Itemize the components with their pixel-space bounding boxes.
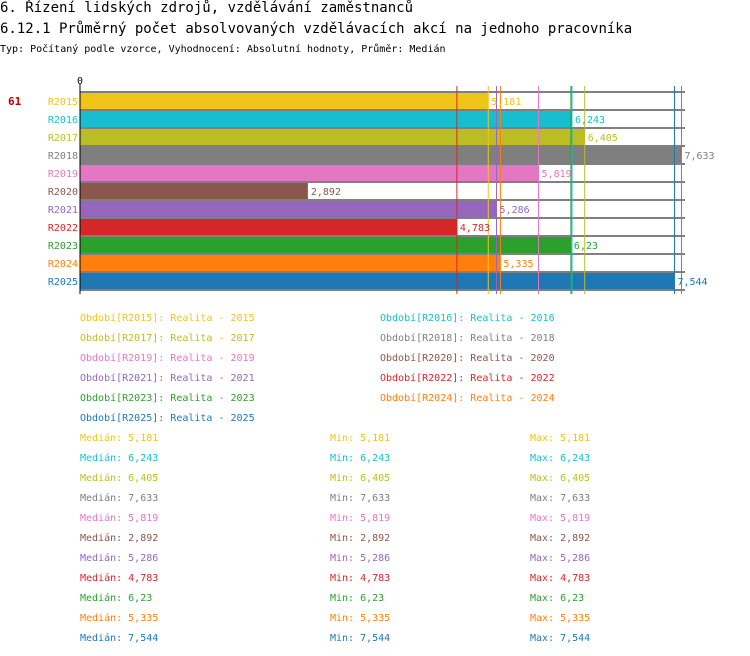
- stat-min: Min: 5,335: [330, 613, 391, 624]
- data-label: 4,783: [460, 223, 490, 234]
- row-marker: 61: [8, 95, 22, 108]
- data-label: 7,544: [677, 277, 707, 288]
- legend-item: Období[R2020]: Realita - 2020: [380, 353, 555, 364]
- chart-title: 6.12.1 Průměrný počet absolvovaných vzdě…: [0, 21, 633, 37]
- stat-min: Min: 6,405: [330, 473, 391, 484]
- data-label: 6,23: [574, 241, 598, 252]
- bar-R2020: [80, 183, 308, 199]
- stat-median: Medián: 6,243: [80, 453, 159, 464]
- stat-min: Min: 6,23: [330, 593, 385, 604]
- stat-median: Medián: 7,544: [80, 633, 159, 644]
- category-label: R2023: [48, 241, 78, 252]
- stat-max: Max: 7,544: [530, 633, 591, 644]
- stat-max: Max: 2,892: [530, 533, 591, 544]
- stat-max: Max: 5,286: [530, 553, 591, 564]
- data-label: 5,819: [542, 169, 572, 180]
- legend-item: Období[R2015]: Realita - 2015: [80, 313, 255, 324]
- bar-R2023: [80, 237, 571, 253]
- legend-item: Období[R2017]: Realita - 2017: [80, 333, 255, 344]
- category-label: R2021: [48, 205, 78, 216]
- stat-max: Max: 6,23: [530, 593, 585, 604]
- stat-min: Min: 2,892: [330, 533, 391, 544]
- stat-max: Max: 7,633: [530, 493, 591, 504]
- chart-type-line: Typ: Počítaný podle vzorce, Vyhodnocení:…: [0, 44, 446, 55]
- legend-item: Období[R2021]: Realita - 2021: [80, 373, 255, 384]
- stat-median: Medián: 5,335: [80, 613, 159, 624]
- category-label: R2020: [48, 187, 78, 198]
- bar-chart: 0 61 R2015 R2016 R2017 R2018 R2019 R2020 R2021 R2…: [8, 76, 715, 294]
- category-label: R2019: [48, 169, 78, 180]
- bar-R2018: [80, 147, 682, 163]
- page-title: 6. Řízení lidských zdrojů, vzdělávání za…: [0, 0, 414, 16]
- stat-median: Medián: 2,892: [80, 533, 159, 544]
- stat-min: Min: 4,783: [330, 573, 391, 584]
- legend-item: Období[R2025]: Realita - 2025: [80, 413, 255, 424]
- category-label: R2024: [48, 259, 78, 270]
- legend-item: Období[R2022]: Realita - 2022: [380, 373, 555, 384]
- bar-R2015: [80, 93, 489, 109]
- stat-min: Min: 5,181: [330, 433, 391, 444]
- stat-max: Max: 5,819: [530, 513, 591, 524]
- legend-item: Období[R2019]: Realita - 2019: [80, 353, 255, 364]
- stat-min: Min: 5,286: [330, 553, 391, 564]
- stat-median: Medián: 4,783: [80, 573, 159, 584]
- stat-max: Max: 6,243: [530, 453, 591, 464]
- stat-max: Max: 5,181: [530, 433, 591, 444]
- legend-item: Období[R2023]: Realita - 2023: [80, 393, 255, 404]
- data-label: 2,892: [311, 187, 341, 198]
- stat-median: Medián: 6,405: [80, 473, 159, 484]
- bar-R2019: [80, 165, 539, 181]
- stat-median: Medián: 7,633: [80, 493, 159, 504]
- stat-min: Min: 7,544: [330, 633, 391, 644]
- legend-item: Období[R2024]: Realita - 2024: [380, 393, 555, 404]
- category-label: R2018: [48, 151, 78, 162]
- stat-max: Max: 6,405: [530, 473, 591, 484]
- bar-R2024: [80, 255, 501, 271]
- data-label: 6,243: [575, 115, 605, 126]
- stat-min: Min: 6,243: [330, 453, 391, 464]
- stat-median: Medián: 5,819: [80, 513, 159, 524]
- category-label: R2015: [48, 97, 78, 108]
- bar-R2017: [80, 129, 585, 145]
- bar-R2021: [80, 201, 497, 217]
- stat-median: Medián: 5,286: [80, 553, 159, 564]
- bar-R2025: [80, 273, 675, 289]
- legend-item: Období[R2018]: Realita - 2018: [380, 333, 555, 344]
- stat-min: Min: 7,633: [330, 493, 391, 504]
- data-label: 5,286: [500, 205, 530, 216]
- category-label: R2022: [48, 223, 78, 234]
- stat-min: Min: 5,819: [330, 513, 391, 524]
- stat-median: Medián: 5,181: [80, 433, 159, 444]
- x-tick-label: 0: [77, 76, 83, 87]
- data-label: 7,633: [684, 151, 714, 162]
- data-label: 5,181: [491, 97, 521, 108]
- data-label: 6,405: [588, 133, 618, 144]
- stat-max: Max: 4,783: [530, 573, 591, 584]
- stat-max: Max: 5,335: [530, 613, 591, 624]
- category-label: R2017: [48, 133, 78, 144]
- bar-R2016: [80, 111, 572, 127]
- legend-item: Období[R2016]: Realita - 2016: [380, 313, 555, 324]
- stat-median: Medián: 6,23: [80, 593, 153, 604]
- category-label: R2025: [48, 277, 78, 288]
- bar-R2022: [80, 219, 457, 235]
- data-label: 5,335: [503, 259, 533, 270]
- category-label: R2016: [48, 115, 78, 126]
